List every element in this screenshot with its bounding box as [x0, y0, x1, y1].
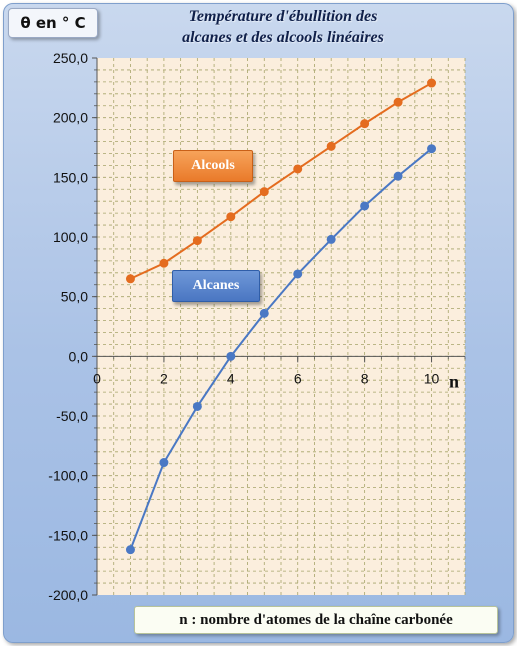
data-point-alcools: [393, 97, 403, 107]
data-point-alcanes: [293, 269, 303, 279]
y-tick-label: 200,0: [53, 110, 88, 126]
x-axis-description: n : nombre d'atomes de la chaîne carboné…: [134, 606, 498, 634]
y-tick-label: 0,0: [69, 348, 89, 364]
data-point-alcools: [159, 258, 169, 268]
x-tick-label: 2: [160, 370, 168, 386]
y-tick-label: -50,0: [56, 408, 88, 424]
y-tick-label: -200,0: [48, 587, 88, 603]
data-point-alcools: [192, 236, 202, 246]
data-point-alcools: [226, 212, 236, 222]
data-point-alcanes: [226, 351, 236, 361]
data-point-alcanes: [192, 401, 202, 411]
x-tick-label: 10: [424, 370, 440, 386]
data-point-alcanes: [326, 234, 336, 244]
series-line-alcools: [130, 82, 433, 280]
data-point-alcools: [427, 78, 437, 88]
data-point-alcanes: [393, 171, 403, 181]
data-point-alcanes: [427, 144, 437, 154]
series-label-alcools: Alcools: [173, 150, 253, 182]
data-point-alcools: [360, 119, 370, 129]
y-axis-label: θ en ° C: [8, 8, 98, 38]
series-label-alcanes: Alcanes: [172, 270, 260, 302]
chart-title-line-1: Température d'ébullition des: [188, 8, 378, 25]
y-tick-label: -100,0: [48, 468, 88, 484]
data-point-alcools: [125, 274, 135, 284]
x-tick-label: 6: [294, 370, 302, 386]
x-tick-label: 0: [93, 370, 101, 386]
y-tick-label: 100,0: [53, 229, 88, 245]
y-tick-label: 150,0: [53, 169, 88, 185]
chart-title-line-2: alcanes et des alcools linéaires: [182, 29, 384, 46]
data-point-alcanes: [159, 458, 169, 468]
x-axis-label: n: [449, 371, 459, 391]
plot-area: [97, 58, 465, 595]
data-point-alcanes: [259, 308, 269, 318]
data-point-alcools: [259, 187, 269, 197]
data-point-alcanes: [125, 545, 135, 555]
y-tick-label: 250,0: [53, 50, 88, 66]
x-tick-label: 4: [227, 370, 235, 386]
y-tick-label: 50,0: [61, 289, 88, 305]
y-tick-label: -150,0: [48, 527, 88, 543]
data-point-alcools: [326, 141, 336, 151]
series-line-alcanes: [129, 147, 433, 551]
chart-title: Température d'ébullition des alcanes et …: [148, 6, 418, 52]
data-point-alcanes: [360, 201, 370, 211]
x-tick-label: 8: [361, 370, 369, 386]
data-point-alcools: [293, 164, 303, 174]
